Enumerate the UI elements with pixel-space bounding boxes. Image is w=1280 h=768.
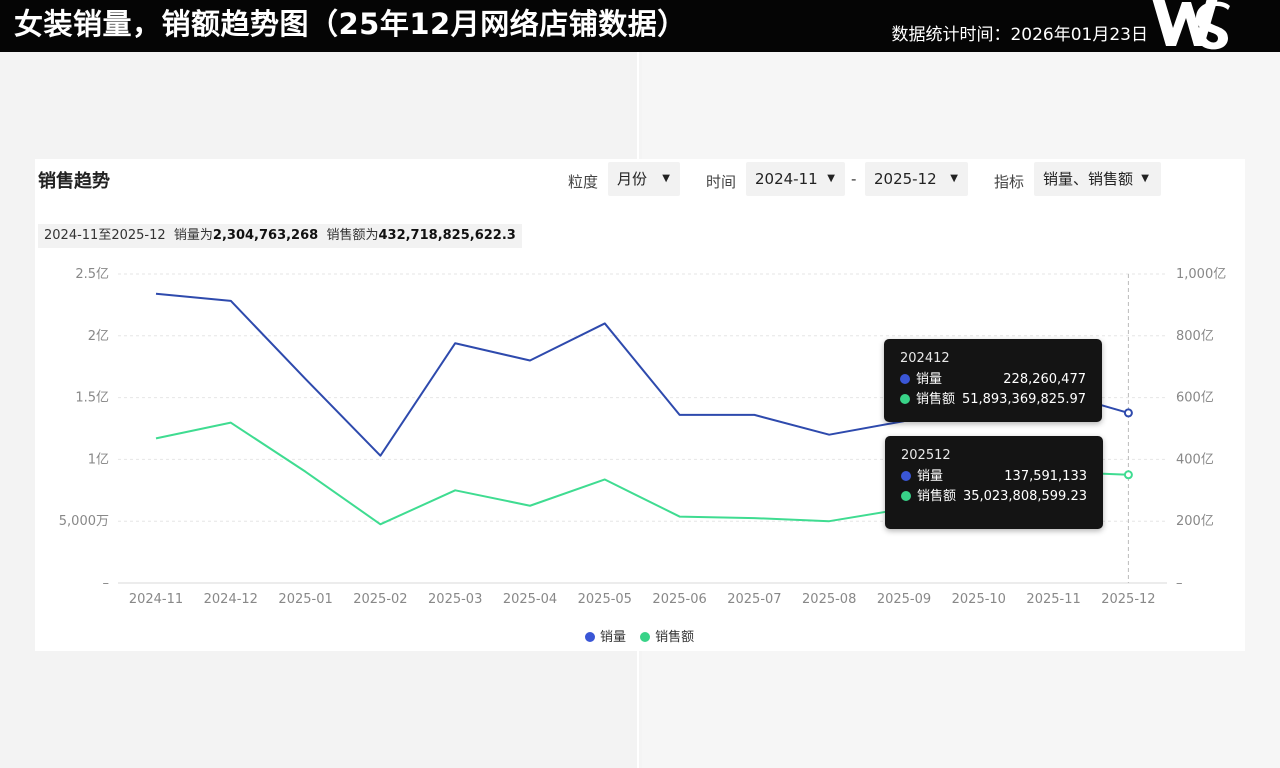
summary-volume-total: 2,304,763,268	[212, 228, 319, 243]
granularity-select[interactable]: 月份 ▼	[608, 162, 680, 196]
volume-dot-icon	[585, 632, 595, 642]
caret-down-icon: ▼	[662, 173, 670, 184]
sales-point	[1123, 470, 1133, 480]
chart-legend: 销量 销售额	[585, 626, 704, 645]
caret-down-icon: ▼	[827, 173, 835, 184]
metric-value: 销量、销售额	[1043, 170, 1134, 188]
y-left-tick-label: 1亿	[88, 452, 109, 467]
sales-dot-icon	[640, 632, 651, 642]
caret-down-icon: ▼	[1141, 173, 1149, 184]
summary-volume-prefix: 销量为	[173, 228, 213, 243]
y-right-tick-label: 200亿	[1176, 514, 1214, 529]
sales-dot-icon	[901, 491, 911, 501]
x-tick-label: 2025-12	[1101, 592, 1155, 607]
x-tick-label: 2025-04	[503, 592, 557, 607]
x-tick-label: 2025-03	[428, 592, 482, 607]
time-label: 时间	[706, 173, 737, 191]
top-banner: 女装销量，销额趋势图（25年12月网络店铺数据） 数据统计时间：2026年01月…	[0, 0, 1280, 52]
metric-select[interactable]: 销量、销售额 ▼	[1034, 162, 1161, 196]
tooltip-period: 202412	[900, 351, 950, 366]
volume-dot-icon	[901, 471, 911, 481]
legend-label: 销量	[600, 630, 627, 645]
tooltip-row-value: 228,260,477	[1003, 372, 1086, 387]
x-tick-label: 2025-07	[727, 592, 781, 607]
y-right-tick-label: 800亿	[1176, 329, 1214, 344]
tooltip-row-name: 销售额	[917, 489, 957, 504]
tooltip-row-value: 137,591,133	[1004, 469, 1087, 484]
time-start-select[interactable]: 2024-11 ▼	[746, 162, 845, 196]
card-title: 销售趋势	[38, 171, 110, 192]
tooltip-row-name: 销量	[916, 372, 943, 387]
tooltip-row-volume: 销量 137,591,133	[901, 467, 1087, 487]
granularity-label: 粒度	[568, 173, 599, 191]
stat-time: 数据统计时间：2026年01月23日	[891, 25, 1148, 45]
x-tick-label: 2025-02	[353, 592, 407, 607]
caret-down-icon: ▼	[950, 173, 958, 184]
x-tick-label: 2024-12	[204, 592, 258, 607]
y-left-tick-label: 2亿	[88, 329, 109, 344]
summary-sales-prefix: 销售额为	[326, 228, 379, 243]
tooltip-row-sales: 销售额 35,023,808,599.23	[901, 487, 1087, 507]
y-left-tick-label: 1.5亿	[75, 391, 109, 406]
metric-label: 指标	[994, 173, 1025, 191]
trend-chart[interactable]: – 5,000万 1亿 1.5亿 2亿 2.5亿 – 200亿 400亿 600亿 800亿 1,00…	[35, 159, 1245, 651]
x-tick-label: 2025-05	[578, 592, 632, 607]
y-left-tick-label: 5,000万	[59, 514, 109, 529]
tooltip-row-volume: 销量 228,260,477	[900, 370, 1086, 390]
y-left-tick-label: 2.5亿	[75, 267, 109, 282]
time-end-select[interactable]: 2025-12 ▼	[865, 162, 968, 196]
tooltip-row-value: 35,023,808,599.23	[962, 489, 1087, 504]
page-title: 女装销量，销额趋势图（25年12月网络店铺数据）	[14, 7, 687, 41]
summary-bar: 2024-11至2025-12 销量为2,304,763,268 销售额为432…	[38, 224, 522, 248]
y-right-tick-label: 1,000亿	[1176, 267, 1226, 282]
tooltip-row-name: 销量	[917, 469, 944, 484]
x-tick-label: 2024-11	[129, 592, 183, 607]
legend-label: 销售额	[655, 630, 695, 645]
tooltip-row-name: 销售额	[916, 392, 956, 407]
y-right-tick-label: 400亿	[1176, 452, 1214, 467]
x-tick-label: 2025-11	[1026, 592, 1080, 607]
time-end-value: 2025-12	[874, 170, 937, 188]
tooltip-row-value: 51,893,369,825.97	[961, 392, 1086, 407]
x-tick-label: 2025-01	[278, 592, 332, 607]
summary-sales-total: 432,718,825,622.3	[378, 228, 516, 243]
legend-item-sales[interactable]: 销售额	[640, 630, 694, 645]
sales-dot-icon	[900, 394, 910, 404]
tooltip-202512: 202512 销量 137,591,133 销售额 35,023,808,599…	[885, 436, 1103, 529]
granularity-value: 月份	[617, 170, 648, 188]
y-left-tick-label: –	[103, 576, 110, 591]
y-right-tick-label: 600亿	[1176, 391, 1214, 406]
x-tick-label: 2025-09	[877, 592, 931, 607]
time-start-value: 2024-11	[755, 170, 818, 188]
summary-range: 2024-11至2025-12	[44, 228, 166, 243]
time-separator: -	[851, 170, 857, 188]
volume-dot-icon	[900, 374, 910, 384]
x-tick-label: 2025-08	[802, 592, 856, 607]
x-tick-label: 2025-06	[652, 592, 706, 607]
tooltip-row-sales: 销售额 51,893,369,825.97	[900, 390, 1086, 410]
y-right-tick-label: –	[1176, 576, 1183, 591]
sales-trend-card: 销售趋势 粒度 月份 ▼ 时间 2024-11 ▼ - 2025-12 ▼ 指标…	[35, 159, 1245, 651]
ws-logo	[1152, 0, 1230, 50]
legend-item-volume[interactable]: 销量	[585, 630, 626, 645]
tooltip-period: 202512	[901, 448, 951, 463]
volume-point	[1123, 408, 1133, 418]
tooltip-202412: 202412 销量 228,260,477 销售额 51,893,369,825…	[884, 339, 1102, 422]
x-tick-label: 2025-10	[952, 592, 1006, 607]
